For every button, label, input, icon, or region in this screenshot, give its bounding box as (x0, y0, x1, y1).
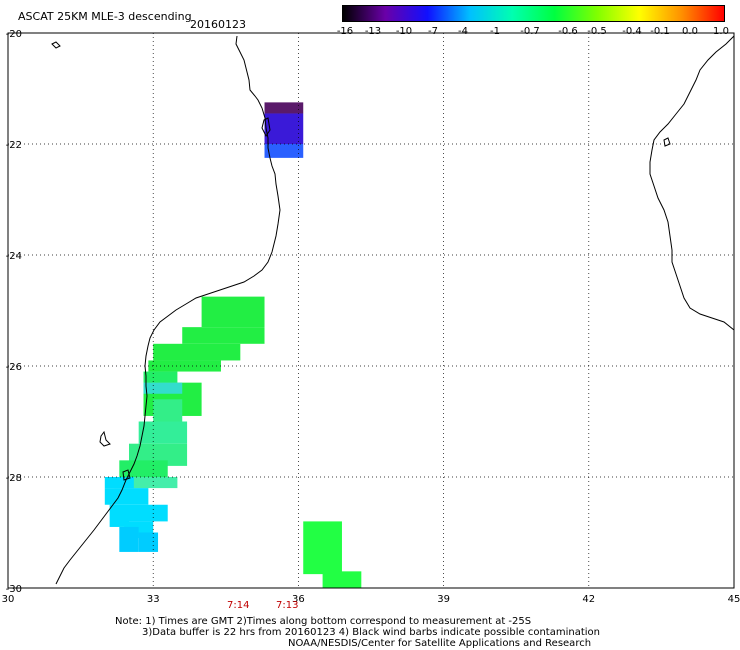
pass-time-label: 7:14 (227, 600, 250, 611)
madagascar-coastline (649, 35, 735, 331)
lat-lon-grid: 30 33 36 39 42 45 -20 -22 -24 -26 -28 -30 (2, 29, 740, 605)
latitude-tick-label: -28 (6, 473, 22, 484)
colorbar-label: -0.5 (587, 26, 607, 37)
latitude-tick-label: -26 (6, 362, 22, 373)
wind-cell (104, 477, 134, 489)
colorbar-label: -0.4 (622, 26, 642, 37)
wind-cell (153, 343, 241, 361)
wind-cell (264, 144, 304, 158)
colorbar-label: -1 (490, 26, 500, 37)
colorbar-label: -10 (395, 26, 413, 37)
note-line: NOAA/NESDIS/Center for Satellite Applica… (288, 638, 592, 649)
colorbar-label: -16 (336, 26, 354, 37)
wind-cell (138, 532, 159, 552)
longitude-tick-label: 36 (292, 594, 305, 605)
note-line: Note: 1) Times are GMT 2)Times along bot… (115, 616, 532, 627)
map-title: ASCAT 25KM MLE-3 descending (18, 10, 192, 23)
wind-cell (143, 371, 178, 383)
island-icon (663, 137, 671, 147)
wind-cell (129, 504, 168, 522)
note-line: 3)Data buffer is 22 hrs from 20160123 4)… (142, 627, 600, 638)
wind-cell (114, 477, 178, 489)
wind-cell (119, 460, 168, 477)
colorbar-label: -0.1 (650, 26, 670, 37)
longitude-tick-label: 42 (582, 594, 595, 605)
longitude-tick-label: 33 (147, 594, 160, 605)
longitude-tick-label: 45 (728, 594, 740, 605)
latitude-tick-label: -20 (6, 29, 22, 40)
colorbar-ticks: -16 -13 -10 -7 -4 -1 -0.7 -0.6 -0.5 -0.4… (0, 26, 740, 40)
lake-icon (99, 430, 111, 447)
colorbar-label: -13 (364, 26, 382, 37)
wind-cell (104, 488, 149, 505)
wind-cell (201, 296, 265, 328)
colorbar-label: -0.7 (520, 26, 540, 37)
pass-time-label: 7:13 (276, 600, 299, 611)
colorbar-label: 0.0 (682, 26, 698, 37)
wind-cell (138, 421, 188, 444)
wind-cell (143, 382, 183, 394)
wind-cell (119, 526, 139, 552)
map-date: 20160123 (190, 18, 246, 31)
colorbar-label: -7 (428, 26, 438, 37)
wind-cell (264, 102, 304, 114)
colorbar (342, 5, 725, 22)
island-icon (51, 41, 61, 49)
wind-cell (153, 399, 183, 422)
latitude-tick-label: -24 (6, 251, 22, 262)
longitude-tick-label: 30 (2, 594, 15, 605)
longitude-tick-label: 39 (437, 594, 450, 605)
latitude-tick-label: -30 (6, 584, 22, 595)
wind-cell (303, 521, 342, 575)
island-icon (122, 469, 131, 481)
footnote: Note: 1) Times are GMT 2)Times along bot… (115, 616, 600, 649)
map-frame (7, 32, 735, 589)
wind-cell (182, 327, 265, 344)
wind-cells (104, 102, 362, 588)
colorbar-label: -0.6 (558, 26, 578, 37)
colorbar-label: 1.0 (713, 26, 729, 37)
island-icon (261, 117, 271, 137)
africa-coastline (55, 35, 281, 585)
wind-cell (264, 113, 304, 144)
wind-cell (322, 571, 362, 588)
colorbar-label: -4 (458, 26, 468, 37)
latitude-tick-label: -22 (6, 140, 22, 151)
